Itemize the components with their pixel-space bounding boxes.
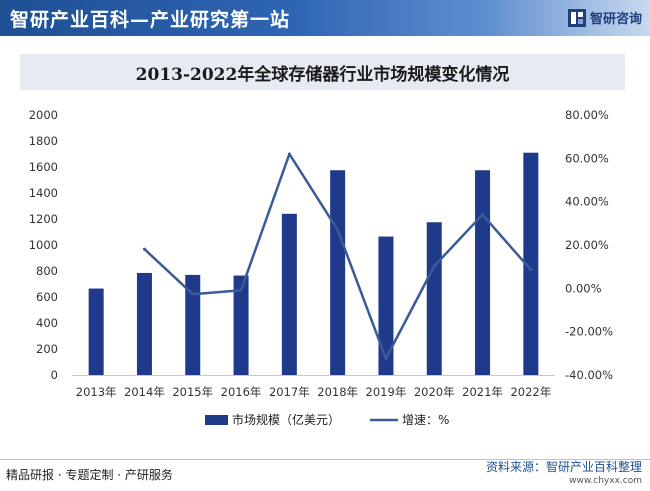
y-right-tick-label: -20.00% — [565, 325, 613, 339]
footer-divider — [0, 459, 650, 460]
x-tick-label: 2016年 — [221, 385, 262, 399]
bar — [233, 275, 249, 375]
bar — [88, 288, 104, 375]
bar — [426, 222, 442, 375]
x-tick-label: 2020年 — [414, 385, 455, 399]
y-left-tick-label: 600 — [36, 290, 58, 304]
x-tick-label: 2017年 — [269, 385, 310, 399]
legend-label-bar: 市场规模（亿美元） — [232, 412, 340, 427]
growth-point — [239, 288, 243, 292]
bar — [136, 272, 152, 375]
y-right-tick-label: 60.00% — [565, 151, 609, 165]
x-tick-label: 2015年 — [172, 385, 213, 399]
x-tick-label: 2013年 — [76, 385, 117, 399]
y-left-tick-label: 1000 — [29, 238, 58, 252]
legend-bar-swatch — [205, 415, 228, 425]
y-left-tick-label: 1600 — [29, 160, 58, 174]
source-url: www.chyxx.com — [569, 476, 642, 486]
growth-point — [287, 152, 291, 156]
y-right-tick-label: 40.00% — [565, 195, 609, 209]
chart-title: 2013-2022年全球存储器行业市场规模变化情况 — [135, 64, 510, 85]
bar — [378, 236, 394, 375]
y-left-tick-label: 1800 — [29, 134, 58, 148]
growth-point — [529, 268, 533, 272]
header-title: 智研产业百科—产业研究第一站 — [10, 9, 291, 31]
footer-tagline: 精品研报 · 专题定制 · 产研服务 — [6, 468, 173, 482]
y-left-tick-label: 400 — [36, 316, 58, 330]
growth-point — [142, 247, 146, 251]
y-left-tick-label: 200 — [36, 342, 58, 356]
bar — [523, 152, 539, 375]
y-right-tick-label: -40.00% — [565, 368, 613, 382]
bar — [185, 274, 201, 375]
brand-name: 智研咨询 — [589, 12, 642, 27]
y-left-tick-label: 0 — [51, 368, 58, 382]
growth-point — [481, 213, 485, 217]
brand-logo-icon — [567, 8, 586, 27]
chart-title-box: 2013-2022年全球存储器行业市场规模变化情况 — [20, 54, 625, 90]
bar — [330, 170, 346, 375]
x-tick-label: 2021年 — [462, 385, 503, 399]
y-left-tick-label: 2000 — [29, 108, 58, 122]
x-tick-label: 2019年 — [366, 385, 407, 399]
x-tick-label: 2022年 — [510, 385, 551, 399]
header-bar: 智研产业百科—产业研究第一站 智研咨询 — [0, 0, 650, 36]
growth-point — [336, 228, 340, 232]
y-left-tick-label: 1400 — [29, 186, 58, 200]
y-left-tick-label: 800 — [36, 264, 58, 278]
y-right-tick-label: 0.00% — [565, 281, 602, 295]
bar — [475, 170, 491, 375]
growth-point — [191, 292, 195, 296]
source-text: 资料来源：智研产业百科整理 — [485, 460, 642, 474]
x-tick-label: 2018年 — [317, 385, 358, 399]
y-right-tick-label: 80.00% — [565, 108, 609, 122]
bar — [281, 213, 297, 375]
y-right-tick-label: 20.00% — [565, 238, 609, 252]
legend-label-line: 增速：% — [402, 413, 449, 427]
growth-point — [432, 264, 436, 268]
growth-point — [384, 357, 388, 361]
footer-source-block: 资料来源：智研产业百科整理 www.chyxx.com — [486, 458, 642, 486]
brand: 智研咨询 — [567, 8, 642, 27]
y-left-tick-label: 1200 — [29, 212, 58, 226]
x-tick-label: 2014年 — [124, 385, 165, 399]
